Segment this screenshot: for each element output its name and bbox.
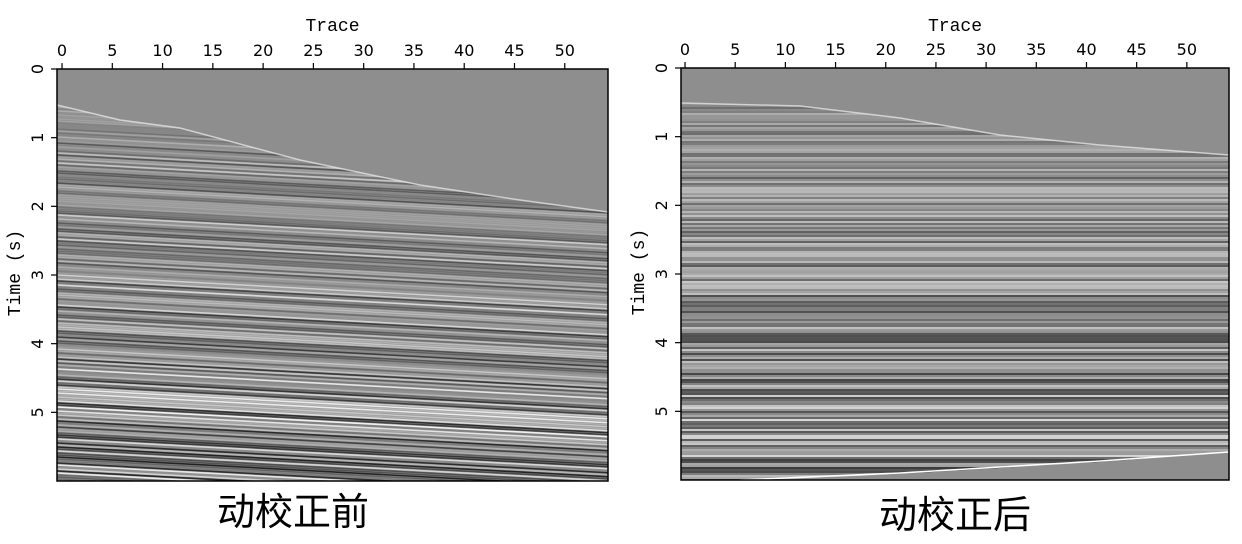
x-tick-label: 10: [775, 40, 795, 59]
y-tick-label: 0: [652, 63, 671, 73]
x-tick-label: 30: [353, 41, 373, 60]
first-break: [681, 102, 1229, 156]
y-tick-label: 3: [28, 270, 47, 280]
y-tick-label: 4: [652, 338, 671, 348]
y-tick-label: 3: [652, 269, 671, 279]
x-tick-label: 35: [1026, 40, 1046, 59]
x-tick-label: 5: [730, 40, 740, 59]
x-tick-label: 35: [404, 41, 424, 60]
quiet-zone: [57, 69, 608, 212]
mute-edge: [739, 451, 1229, 480]
caption: 动校正后: [879, 495, 1031, 537]
y-tick-label: 2: [652, 200, 671, 210]
caption: 动校正前: [217, 492, 369, 534]
x-tick-label: 40: [1076, 40, 1096, 59]
x-tick-label: 45: [504, 41, 524, 60]
y-tick-label: 2: [28, 201, 47, 211]
x-tick-label: 15: [203, 41, 223, 60]
y-tick-label: 5: [652, 406, 671, 416]
first-break: [57, 104, 608, 213]
x-tick-label: 5: [107, 41, 117, 60]
x-tick-label: 50: [1177, 40, 1197, 59]
x-tick-label: 30: [976, 40, 996, 59]
y-tick-label: 0: [28, 64, 47, 74]
x-tick-label: 40: [454, 41, 474, 60]
y-axis-label: Time (s): [6, 230, 26, 316]
x-tick-label: 0: [680, 40, 690, 59]
mute-zone: [762, 452, 1229, 480]
x-tick-label: 20: [876, 40, 896, 59]
x-axis-label: Trace: [928, 17, 982, 37]
quiet-zone: [681, 68, 1229, 155]
x-tick-label: 25: [926, 40, 946, 59]
x-tick-label: 45: [1126, 40, 1146, 59]
x-tick-label: 25: [303, 41, 323, 60]
x-tick-label: 15: [825, 40, 845, 59]
x-tick-label: 10: [152, 41, 172, 60]
y-tick-label: 1: [652, 132, 671, 142]
seismic-image: [57, 69, 608, 481]
y-tick-label: 1: [28, 133, 47, 143]
x-tick-label: 50: [555, 41, 575, 60]
y-tick-label: 4: [28, 339, 47, 349]
seismic-image: [681, 68, 1229, 480]
y-tick-label: 5: [28, 407, 47, 417]
x-axis-label: Trace: [305, 17, 359, 37]
x-tick-label: 0: [57, 41, 67, 60]
x-tick-label: 20: [253, 41, 273, 60]
y-axis-label: Time (s): [630, 229, 650, 315]
